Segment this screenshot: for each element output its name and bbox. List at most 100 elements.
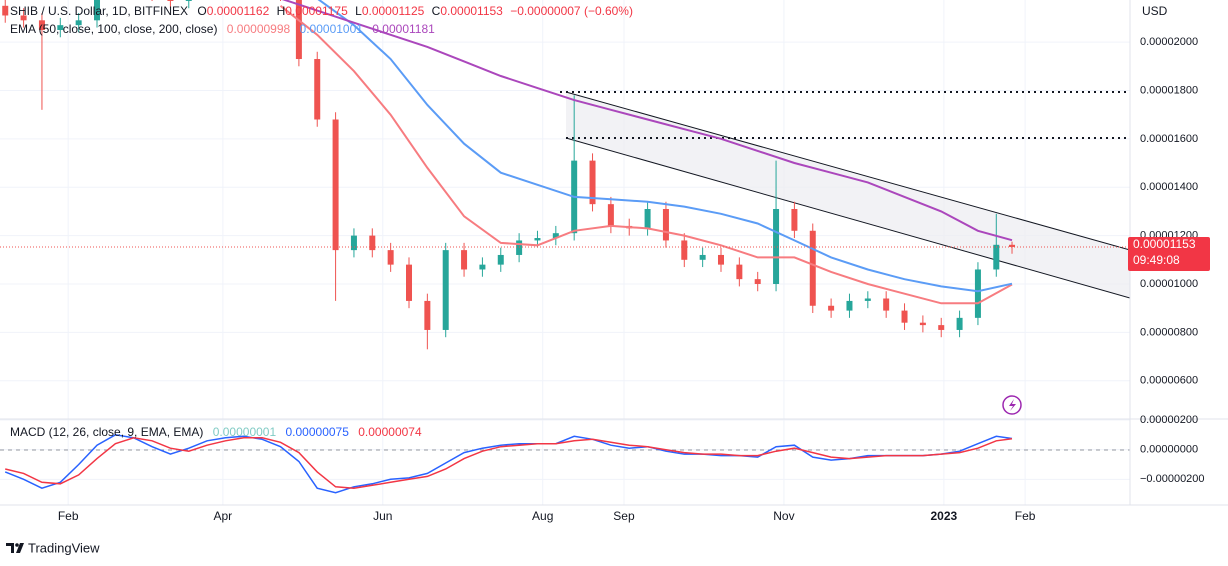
- candle-body: [552, 233, 559, 239]
- macd-tick-label: 0.00000000: [1140, 444, 1198, 456]
- candle-body: [736, 264, 743, 280]
- x-tick-label: Apr: [214, 509, 233, 523]
- channel-line: [565, 137, 1130, 299]
- y-tick-label: 0.00001400: [1140, 181, 1198, 193]
- y-tick-label: 0.00001000: [1140, 278, 1198, 290]
- drawings: [560, 91, 1130, 299]
- candle-body: [167, 0, 174, 1]
- x-tick-label: Feb: [1015, 509, 1036, 523]
- macd-tick-label: −0.00000200: [1140, 473, 1205, 485]
- candle-body: [938, 325, 945, 330]
- ema-line: [281, 0, 1013, 242]
- candle-body: [644, 209, 651, 229]
- candle-body: [406, 264, 413, 301]
- candle-body: [864, 298, 871, 301]
- ohlc-letter: O: [197, 4, 206, 18]
- candle-body: [369, 235, 376, 251]
- candle-body: [38, 20, 45, 30]
- candle-body: [2, 5, 9, 16]
- candle-body: [717, 254, 724, 265]
- candle-body: [809, 230, 816, 306]
- x-tick-label: Aug: [532, 509, 553, 523]
- ema-value: 0.00001181: [372, 22, 435, 36]
- ohlc-value: 0.00001175: [285, 4, 348, 18]
- macd-line: [5, 437, 1013, 489]
- macd-line: [4, 434, 1013, 494]
- last-price: 0.00001153: [1133, 237, 1196, 251]
- x-tick-label: Nov: [773, 509, 794, 523]
- y-tick-label: 0.00000600: [1140, 375, 1198, 387]
- x-tick-label: Jun: [373, 509, 392, 523]
- candle-body: [919, 322, 926, 326]
- channel-line: [565, 91, 1130, 251]
- ema-value: 0.00000998: [227, 22, 291, 36]
- icon-bolt: [1009, 399, 1016, 411]
- ohlc-value: 0.00001125: [362, 4, 425, 18]
- candle-body: [681, 240, 688, 260]
- candle-body: [57, 25, 64, 30]
- macd-pane: [0, 434, 1130, 494]
- ohlc-letter: H: [277, 4, 286, 18]
- currency: USD: [1142, 4, 1168, 18]
- candle-body: [295, 0, 302, 60]
- ema-line: [317, 0, 1013, 293]
- macd-value: 0.00000001: [213, 425, 277, 439]
- x-tick-label: Feb: [58, 509, 79, 523]
- candle-body: [662, 209, 669, 241]
- candle-body: [791, 209, 798, 231]
- change: −0.00000007 (−0.60%): [510, 4, 633, 18]
- y-tick-label: 0.00001800: [1140, 84, 1198, 96]
- macd-tick-label: 0.00000200: [1140, 414, 1198, 426]
- price-pane: [0, 0, 1130, 350]
- symbol: SHIB / U.S. Dollar, 1D, BITFINEX: [10, 4, 188, 18]
- candle-body: [350, 235, 357, 251]
- axes: 0.000006000.000008000.000010000.00001200…: [58, 36, 1205, 523]
- candle-body: [773, 209, 780, 284]
- ohlc-value: 0.00001162: [207, 4, 270, 18]
- candle-body: [1009, 244, 1016, 247]
- brand-logo: [15, 543, 19, 547]
- ema-legend: EMA (50, close, 100, close, 200, close) …: [10, 22, 435, 36]
- countdown: 09:49:08: [1133, 253, 1180, 267]
- candle-body: [754, 279, 761, 284]
- brand-logo: [6, 543, 24, 553]
- grid: [0, 0, 1130, 505]
- candle-body: [94, 0, 101, 21]
- channel-fill: [566, 92, 1130, 298]
- candle-body: [956, 317, 963, 330]
- icon-circle[interactable]: [1002, 395, 1022, 415]
- y-tick-label: 0.00000800: [1140, 326, 1198, 338]
- ohlc-value: 0.00001153: [440, 4, 503, 18]
- x-tick-label: Sep: [613, 509, 635, 523]
- macd-legend: MACD (12, 26, close, 9, EMA, EMA) 0.0000…: [10, 425, 422, 439]
- candle-body: [442, 250, 449, 330]
- brand-name: TradingView: [28, 540, 100, 555]
- candle-body: [589, 160, 596, 205]
- candle-body: [314, 59, 321, 120]
- ema-line: [279, 5, 1013, 305]
- ohlc-letter: L: [355, 4, 362, 18]
- ohlc-letter: C: [432, 4, 441, 18]
- candle-body: [332, 119, 339, 251]
- candle-body: [699, 254, 706, 260]
- candle-body: [387, 250, 394, 265]
- price-label: 0.00001153 09:49:08: [1128, 236, 1210, 271]
- brand: TradingView: [6, 540, 100, 555]
- candle-body: [901, 310, 908, 323]
- candle-body: [607, 204, 614, 226]
- candle-body: [993, 244, 1000, 270]
- candle-body: [461, 250, 468, 270]
- icon: [1002, 395, 1022, 415]
- candle-body: [883, 298, 890, 311]
- ema-value: 0.00001001: [300, 22, 364, 36]
- candle-body: [479, 264, 486, 270]
- candle-body: [974, 269, 981, 318]
- candle-body: [846, 300, 853, 311]
- candle-body: [424, 300, 431, 330]
- macd-label: MACD (12, 26, close, 9, EMA, EMA): [10, 425, 203, 439]
- candle-body: [516, 240, 523, 255]
- candle-body: [75, 20, 82, 26]
- macd-value: 0.00000074: [358, 425, 422, 439]
- header: SHIB / U.S. Dollar, 1D, BITFINEX O0.0000…: [10, 4, 633, 18]
